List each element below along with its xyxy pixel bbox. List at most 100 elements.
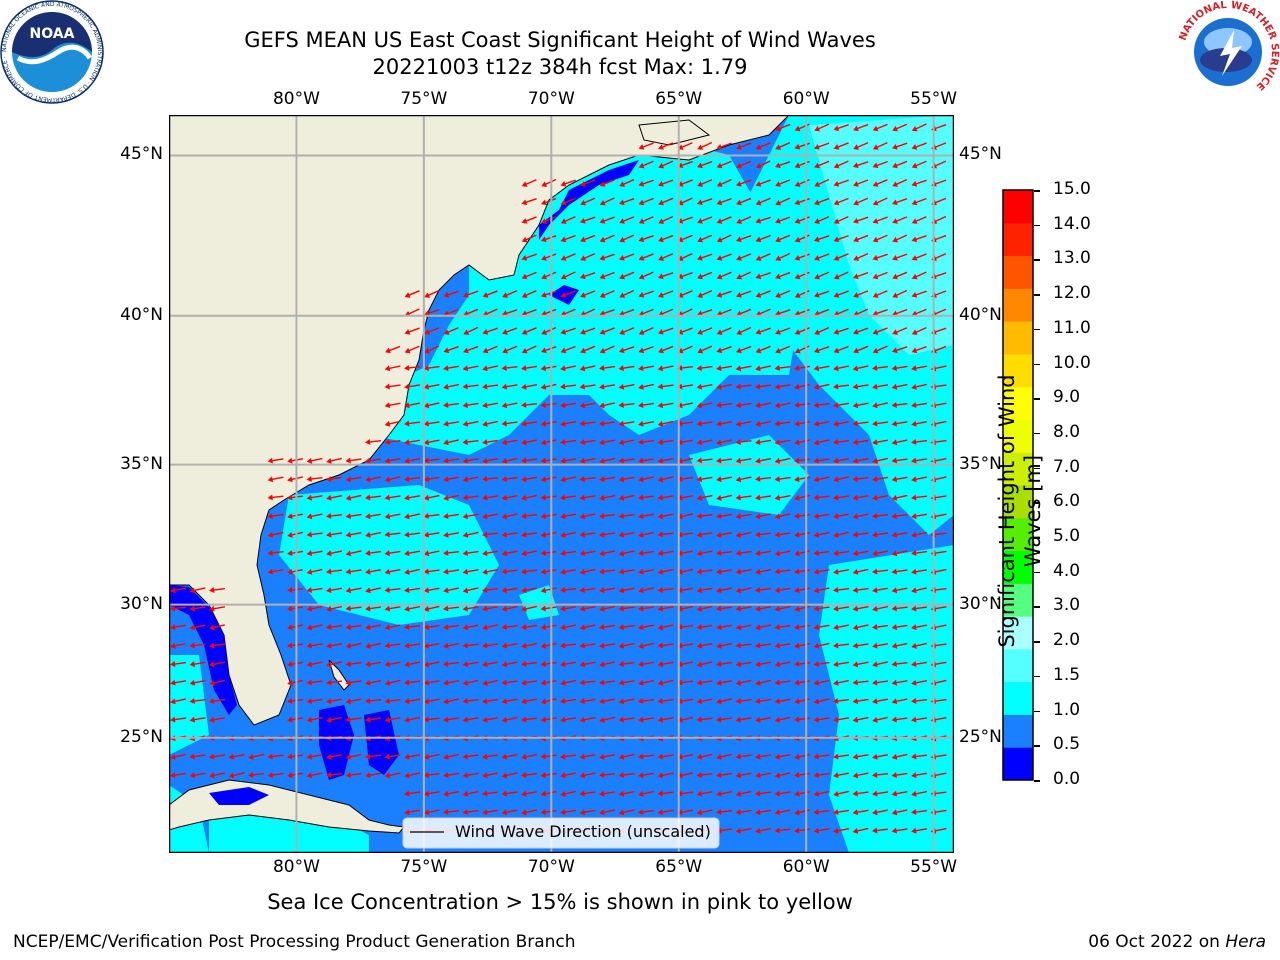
wave-direction-arrow (911, 142, 927, 150)
wave-direction-arrow (618, 587, 635, 594)
wave-direction-arrow (267, 513, 284, 520)
wave-direction-arrow (345, 772, 362, 779)
wave-direction-arrow (170, 624, 187, 631)
colorbar-segment (1003, 419, 1033, 453)
wave-direction-arrow (384, 568, 401, 575)
wave-direction-arrow (540, 457, 557, 464)
wave-direction-arrow (853, 272, 869, 280)
wave-direction-arrow (852, 772, 869, 779)
wave-direction-arrow (521, 568, 538, 575)
wave-direction-arrow (618, 531, 635, 538)
wave-direction-arrow (189, 772, 206, 779)
wave-direction-arrow (345, 568, 362, 575)
wave-direction-arrow (501, 476, 518, 483)
wave-direction-arrow (853, 234, 869, 243)
wave-direction-arrow (696, 642, 713, 649)
wave-direction-arrow (579, 605, 596, 612)
wave-direction-arrow (774, 513, 791, 520)
wave-direction-arrow (501, 790, 518, 797)
wave-direction-arrow (891, 568, 908, 575)
wave-direction-arrow (696, 716, 713, 723)
wave-direction-arrow (872, 587, 889, 594)
wave-direction-arrow (813, 420, 830, 427)
wave-direction-arrow (774, 790, 791, 797)
wave-direction-arrow (482, 402, 499, 409)
wave-direction-arrow (326, 568, 343, 575)
wave-direction-arrow (794, 160, 810, 169)
wave-direction-arrow (482, 661, 499, 668)
colorbar-tick-mark (1034, 675, 1040, 678)
wave-direction-arrow (443, 290, 459, 298)
wave-direction-arrow (775, 216, 791, 224)
wave-direction-arrow (774, 531, 791, 538)
wave-direction-arrow (638, 476, 654, 483)
wave-direction-arrow (657, 568, 674, 575)
wave-direction-arrow (833, 586, 850, 593)
wave-direction-arrow (716, 808, 733, 815)
wave-direction-arrow (696, 661, 713, 668)
wave-direction-arrow (423, 772, 440, 778)
wave-direction-arrow (696, 587, 713, 594)
wave-direction-arrow (716, 624, 733, 631)
wave-direction-arrow (540, 531, 557, 538)
wave-direction-arrow (365, 679, 382, 686)
wave-direction-arrow (287, 772, 304, 779)
wave-direction-arrow (462, 790, 479, 797)
wave-direction-arrow (657, 272, 674, 280)
colorbar-segment (1003, 452, 1033, 486)
wave-direction-arrow (501, 457, 518, 464)
wave-direction-arrow (853, 253, 869, 261)
lon-tick-label-top: 80°W (272, 89, 320, 109)
wave-direction-arrow (677, 550, 694, 557)
wave-direction-arrow (872, 420, 889, 427)
wave-direction-arrow (813, 494, 830, 501)
wave-direction-arrow (618, 494, 635, 501)
wave-direction-arrow (599, 531, 616, 538)
wave-direction-arrow (853, 327, 869, 335)
wave-direction-arrow (345, 716, 362, 723)
wave-direction-arrow (540, 476, 557, 483)
wave-direction-arrow (482, 809, 499, 816)
wave-direction-arrow (775, 271, 791, 280)
wave-direction-arrow (735, 476, 752, 483)
wave-direction-arrow (677, 531, 694, 538)
wave-direction-arrow (872, 365, 889, 371)
wave-direction-arrow (618, 550, 635, 557)
wave-direction-arrow (638, 513, 655, 520)
wave-direction-arrow (853, 179, 869, 187)
wave-direction-arrow (638, 271, 654, 280)
wave-direction-arrow (638, 420, 655, 427)
wave-direction-arrow (404, 476, 421, 482)
wave-direction-arrow (560, 772, 577, 779)
colorbar-segment (1003, 681, 1033, 715)
wave-direction-arrow (618, 420, 635, 427)
wave-direction-arrow (814, 216, 830, 224)
wave-direction-arrow (326, 771, 343, 778)
wave-direction-arrow (599, 698, 616, 705)
wave-direction-arrow (619, 198, 635, 206)
wave-direction-arrow (443, 476, 460, 483)
wave-direction-arrow (911, 568, 928, 575)
wave-direction-arrow (599, 365, 616, 371)
wave-direction-arrow (462, 383, 479, 390)
wave-direction-arrow (736, 235, 752, 243)
wave-direction-arrow (170, 661, 187, 667)
wave-direction-arrow (813, 827, 830, 834)
wave-direction-arrow (638, 494, 655, 501)
wave-direction-arrow (209, 679, 225, 686)
wave-direction-arrow (501, 513, 518, 520)
wave-direction-arrow (911, 661, 928, 668)
wave-direction-arrow (853, 142, 869, 150)
lon-tick-label-top: 75°W (400, 89, 448, 109)
wave-direction-arrow (638, 216, 654, 224)
wave-direction-arrow (579, 716, 596, 723)
wave-direction-arrow (697, 160, 713, 169)
wave-direction-arrow (735, 402, 752, 409)
wave-direction-arrow (345, 698, 362, 705)
wave-direction-arrow (462, 772, 479, 779)
wave-direction-arrow (560, 790, 576, 797)
wave-direction-arrow (443, 549, 460, 556)
wave-direction-arrow (716, 327, 732, 335)
wave-direction-arrow (599, 716, 615, 723)
colorbar-tick-label: 14.0 (1053, 213, 1091, 234)
